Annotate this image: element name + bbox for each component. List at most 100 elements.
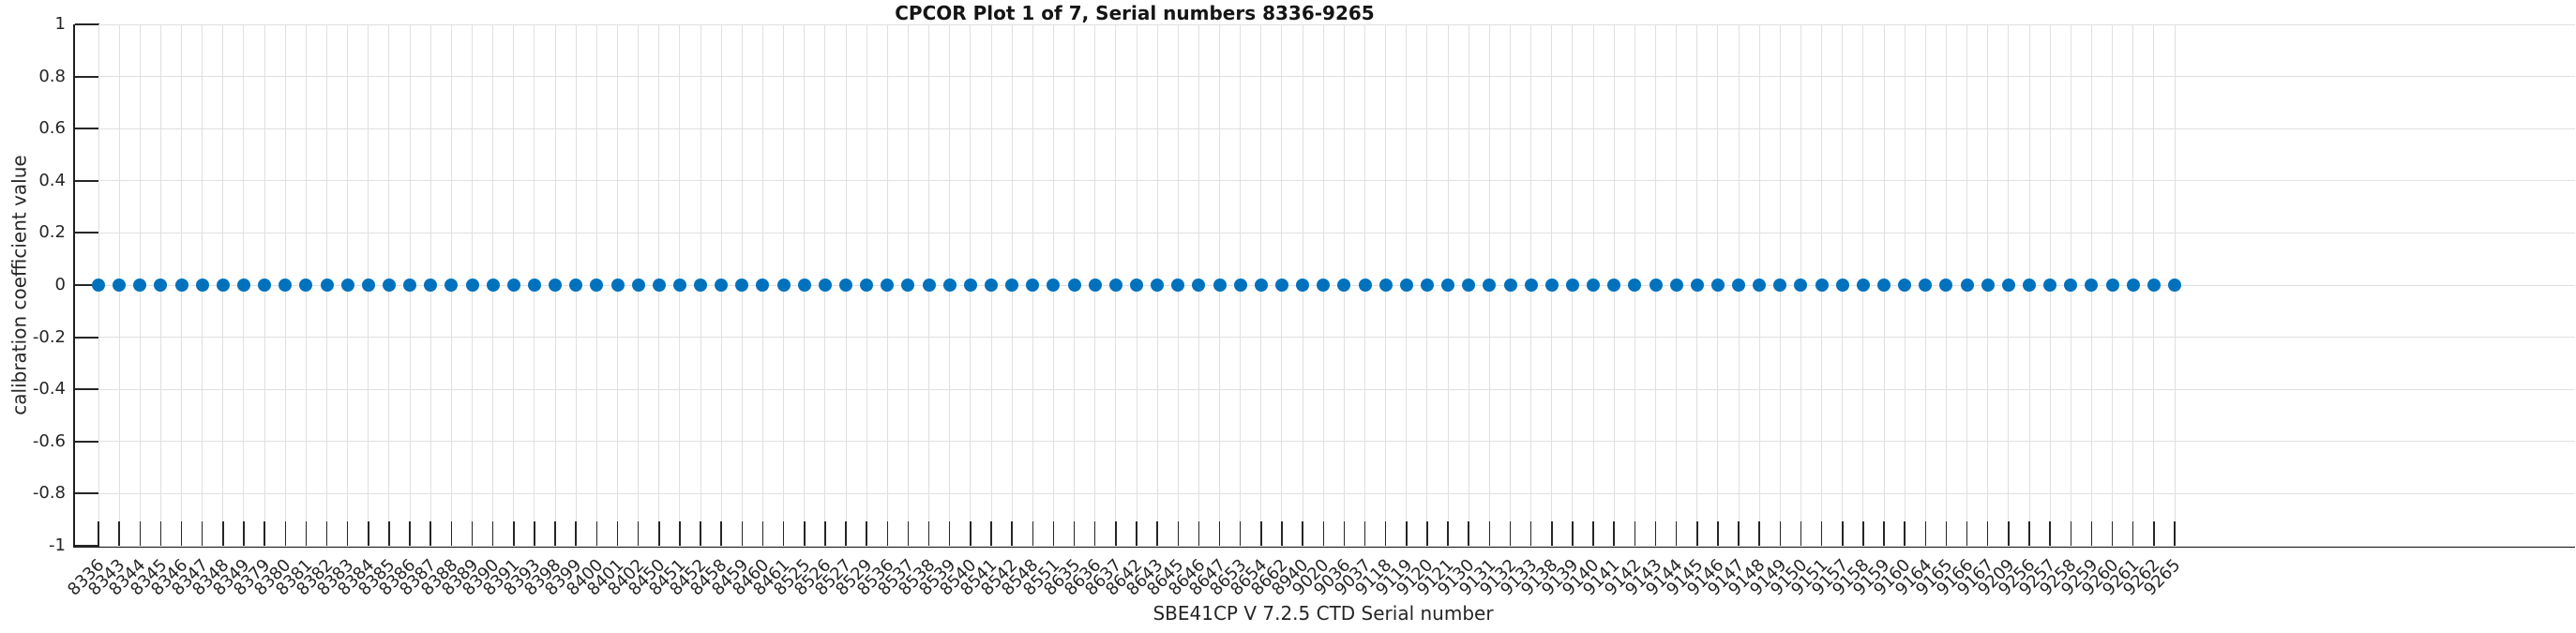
x-tick-mark: [201, 521, 203, 546]
x-tick-mark: [1758, 521, 1760, 546]
x-tick-mark: [1073, 521, 1076, 546]
data-point: [1067, 279, 1081, 292]
x-tick-mark: [1239, 521, 1242, 546]
data-point: [1544, 279, 1559, 292]
y-tick-label: -0.8: [32, 483, 66, 504]
data-point: [1420, 279, 1434, 292]
x-tick-mark: [1302, 521, 1303, 546]
y-gridline: [75, 337, 2575, 339]
x-tick-mark: [741, 521, 744, 546]
x-tick-mark: [804, 521, 806, 546]
data-point: [818, 279, 832, 292]
y-gridline: [75, 545, 2575, 547]
y-tick-label: 0.4: [38, 170, 66, 190]
data-point: [1503, 279, 1517, 292]
data-point: [1317, 279, 1331, 292]
data-point: [195, 279, 209, 292]
x-tick-mark: [1093, 521, 1096, 546]
data-point: [113, 279, 127, 292]
x-tick-mark: [1820, 521, 1823, 546]
data-point: [881, 279, 895, 292]
data-point: [154, 279, 168, 292]
plot-area: 1 0.8 0.6 0.4 0.2 0 -0.2 -0.4 -0.6 -0.8 -1 8336 8343…: [33, 14, 2575, 599]
x-tick-mark: [1842, 521, 1844, 546]
x-tick-mark: [534, 521, 535, 546]
data-point: [631, 279, 645, 292]
x-tick-mark: [575, 521, 577, 546]
data-point: [839, 279, 853, 292]
data-point: [672, 279, 686, 292]
data-point: [1587, 279, 1601, 292]
y-tick-label: 1: [54, 14, 66, 34]
y-tick-mark: [75, 492, 99, 495]
data-point: [1358, 279, 1372, 292]
data-point: [361, 279, 375, 292]
x-tick-mark: [346, 521, 349, 546]
data-point: [1233, 279, 1247, 292]
x-tick-mark: [1322, 521, 1324, 546]
x-tick-mark: [2070, 521, 2072, 546]
data-point: [340, 279, 354, 292]
y-tick-label: -0.4: [32, 379, 66, 399]
x-tick-mark: [1551, 521, 1553, 546]
data-point: [1151, 279, 1165, 292]
x-tick-mark: [513, 521, 515, 546]
x-tick-mark: [368, 521, 369, 546]
x-tick-mark: [180, 521, 183, 546]
x-tick-mark: [1862, 521, 1864, 546]
x-tick-mark: [782, 521, 785, 546]
x-tick-mark: [720, 521, 722, 546]
data-point: [797, 279, 811, 292]
data-point: [258, 279, 272, 292]
x-tick-mark: [1779, 521, 1782, 546]
data-point: [2043, 279, 2057, 292]
data-point: [2085, 279, 2099, 292]
y-tick-label: -1: [49, 535, 66, 555]
x-tick-mark: [2028, 521, 2030, 546]
x-tick-mark: [1696, 521, 1698, 546]
data-point: [1378, 279, 1393, 292]
data-point: [860, 279, 874, 292]
x-tick-mark: [1592, 521, 1594, 546]
data-point: [1773, 279, 1787, 292]
data-point: [694, 279, 708, 292]
data-point: [1877, 279, 1891, 292]
data-point: [1088, 279, 1102, 292]
data-point: [1628, 279, 1642, 292]
y-tick-mark: [75, 388, 99, 391]
x-tick-mark: [1198, 521, 1200, 546]
y-tick-label: 0.6: [38, 118, 66, 139]
data-point: [985, 279, 999, 292]
x-tick-mark: [845, 521, 847, 546]
data-point: [1441, 279, 1455, 292]
x-tick-mark: [1738, 521, 1740, 546]
x-tick-mark: [1675, 521, 1678, 546]
x-tick-mark: [98, 521, 99, 546]
x-tick-mark: [1509, 521, 1512, 546]
y-gridline: [75, 23, 2575, 25]
x-tick-mark: [1883, 521, 1885, 546]
x-tick-mark: [595, 521, 598, 546]
x-tick-mark: [658, 521, 660, 546]
x-tick-mark: [866, 521, 867, 546]
y-tick-label: -0.2: [32, 326, 66, 347]
y-tick-mark: [75, 284, 99, 286]
x-tick-mark: [1924, 521, 1927, 546]
data-point: [1669, 279, 1683, 292]
x-tick-mark: [554, 521, 556, 546]
x-tick-mark: [1343, 521, 1346, 546]
x-tick-mark: [325, 521, 328, 546]
x-tick-mark: [990, 521, 992, 546]
data-point: [527, 279, 541, 292]
data-point: [1047, 279, 1061, 292]
data-point: [1337, 279, 1351, 292]
data-point: [1856, 279, 1870, 292]
x-tick-mark: [139, 521, 142, 546]
data-point: [236, 279, 250, 292]
x-tick-mark: [1529, 521, 1532, 546]
data-point: [569, 279, 583, 292]
x-tick-mark: [2090, 521, 2093, 546]
data-point: [1130, 279, 1143, 292]
x-tick-mark: [1654, 521, 1657, 546]
y-gridline: [75, 180, 2575, 182]
